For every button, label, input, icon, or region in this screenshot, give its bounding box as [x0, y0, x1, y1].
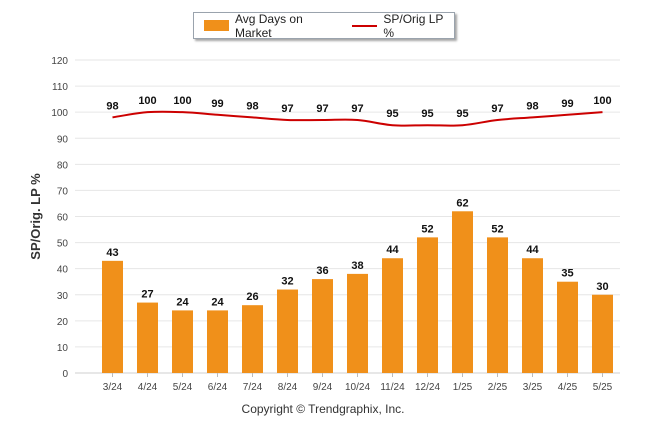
y-tick-label: 30	[57, 291, 69, 302]
bar	[487, 237, 508, 373]
bar	[137, 302, 158, 373]
y-tick-label: 0	[62, 369, 68, 380]
x-tick-label: 9/24	[313, 382, 333, 393]
copyright-text: Copyright © Trendgraphix, Inc.	[241, 402, 405, 416]
bar	[102, 260, 123, 373]
data-labels: 43 27 24 24 26 32 36 38 44 52 62 52 44 35 30 98 100 100 99…	[106, 95, 611, 308]
x-tick-label: 8/24	[278, 382, 298, 393]
y-tick-label: 10	[57, 343, 69, 354]
y-axis-label: SP/Orig. LP %	[28, 173, 43, 260]
line-data-label: 97	[281, 103, 293, 115]
line-data-label: 97	[316, 103, 328, 115]
bars	[102, 211, 613, 373]
bar-data-label: 26	[246, 291, 258, 303]
y-axis-ticks: 0 10 20 30 40 50 60 70 80 90 100 110 120	[51, 56, 68, 380]
bar-data-label: 36	[316, 265, 328, 277]
y-tick-label: 50	[57, 239, 69, 250]
x-tick-label: 4/24	[138, 382, 158, 393]
bar-data-label: 52	[421, 223, 433, 235]
line-data-label: 100	[138, 95, 156, 107]
bar-data-label: 38	[351, 260, 363, 272]
bar-data-label: 43	[106, 247, 118, 259]
x-tick-label: 1/25	[453, 382, 473, 393]
x-tick-label: 10/24	[345, 382, 370, 393]
bar-data-label: 44	[386, 244, 399, 256]
bar-data-label: 24	[211, 296, 224, 308]
line-data-label: 97	[491, 103, 503, 115]
x-tick-label: 6/24	[208, 382, 228, 393]
x-tick-label: 3/24	[103, 382, 123, 393]
bar-data-label: 30	[596, 281, 608, 293]
y-tick-label: 110	[52, 82, 68, 93]
line-data-label: 95	[386, 108, 398, 120]
bar	[347, 273, 368, 373]
bar	[592, 294, 613, 373]
x-tick-label: 4/25	[558, 382, 578, 393]
y-tick-label: 80	[57, 160, 69, 171]
line-series	[112, 110, 603, 127]
y-tick-label: 120	[51, 56, 68, 67]
y-tick-label: 90	[57, 134, 69, 145]
bar	[277, 289, 298, 373]
line-data-label: 95	[456, 108, 468, 120]
y-tick-label: 70	[57, 186, 69, 197]
legend-item-sp-orig-lp[interactable]: SP/Orig LP %	[338, 12, 454, 40]
line-data-label: 100	[593, 95, 611, 107]
bar	[242, 305, 263, 373]
legend-bar-swatch	[204, 20, 229, 31]
line-data-label: 98	[106, 100, 118, 112]
line-data-label: 99	[561, 98, 573, 110]
legend-item-days-on-market[interactable]: Avg Days on Market	[194, 12, 338, 40]
line-data-label: 97	[351, 103, 363, 115]
bar	[522, 258, 543, 373]
bar	[557, 281, 578, 373]
x-tick-label: 11/24	[380, 382, 405, 393]
bar-data-label: 32	[281, 276, 293, 288]
bar-data-label: 62	[456, 197, 468, 209]
bar	[417, 237, 438, 373]
x-axis-ticks: 3/24 4/24 5/24 6/24 7/24 8/24 9/24 10/24 11/24 12…	[103, 373, 613, 393]
bar	[207, 310, 228, 373]
bar	[312, 279, 333, 373]
bar-data-label: 44	[526, 244, 539, 256]
y-tick-label: 60	[57, 213, 69, 224]
bar-data-label: 52	[491, 223, 503, 235]
legend: Avg Days on Market SP/Orig LP %	[193, 12, 455, 40]
x-tick-label: 5/24	[173, 382, 193, 393]
bar	[452, 211, 473, 373]
line-data-label: 98	[526, 100, 538, 112]
bar-data-label: 27	[141, 289, 153, 301]
sp-orig-lp-line	[112, 110, 603, 127]
y-tick-label: 100	[51, 108, 68, 119]
x-tick-label: 5/25	[593, 382, 613, 393]
bar-data-label: 35	[561, 268, 573, 280]
line-data-label: 95	[421, 108, 433, 120]
x-tick-label: 7/24	[243, 382, 263, 393]
legend-line-swatch	[352, 24, 378, 27]
x-tick-label: 12/24	[415, 382, 440, 393]
line-data-label: 99	[211, 98, 223, 110]
x-tick-label: 2/25	[488, 382, 508, 393]
x-tick-label: 3/25	[523, 382, 543, 393]
legend-line-label: SP/Orig LP %	[383, 11, 444, 40]
y-tick-label: 40	[57, 265, 69, 276]
legend-bar-label: Avg Days on Market	[234, 11, 303, 40]
line-data-label: 100	[173, 95, 191, 107]
bar	[172, 310, 193, 373]
line-data-label: 98	[246, 100, 258, 112]
chart-plot: 0 10 20 30 40 50 60 70 80 90 100 110 120 43 27 24 24 26 3…	[28, 56, 620, 393]
y-tick-label: 20	[57, 317, 69, 328]
bar-data-label: 24	[176, 296, 189, 308]
bar	[382, 258, 403, 373]
